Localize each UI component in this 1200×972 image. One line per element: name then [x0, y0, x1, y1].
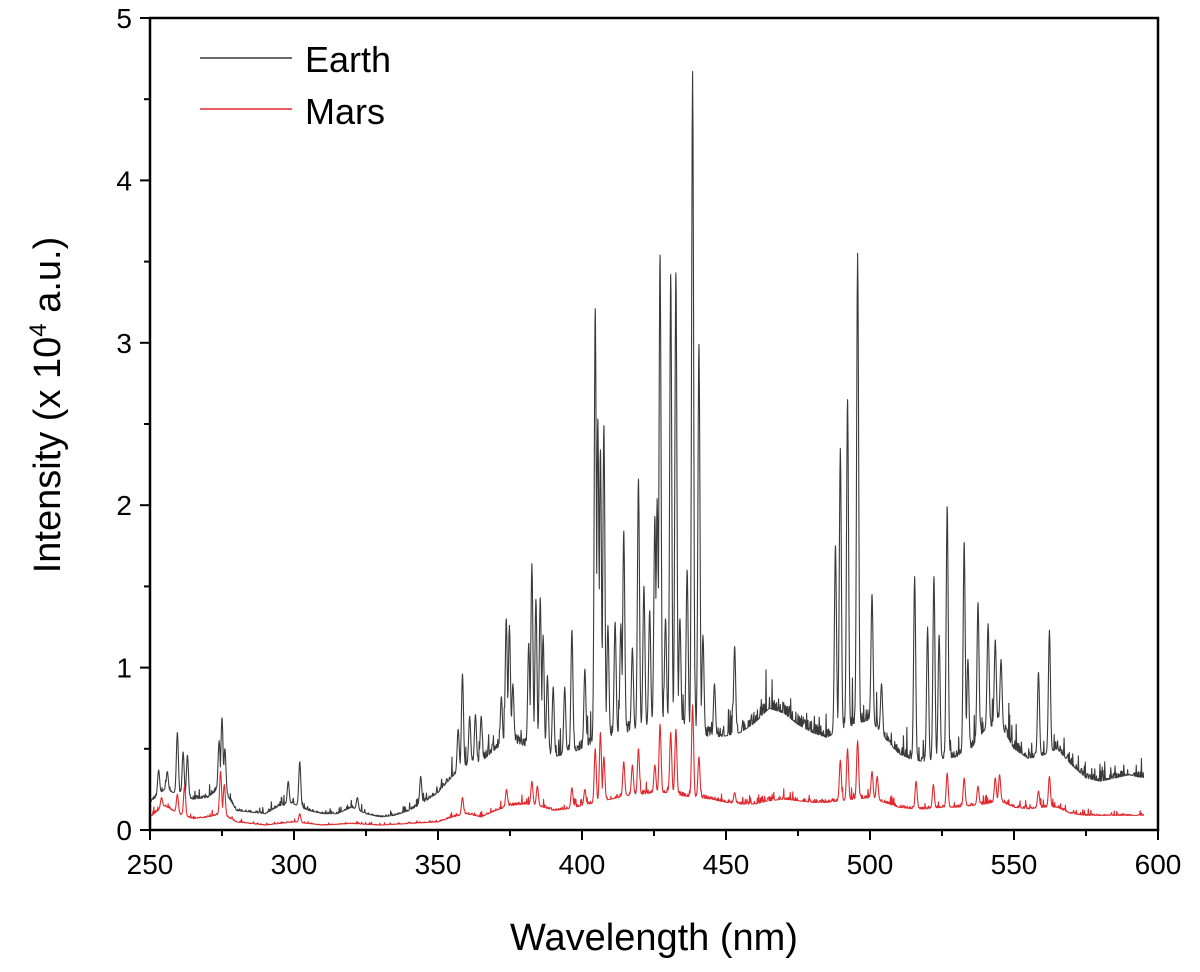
- plot-frame: [148, 16, 1160, 832]
- y-axis-label-exponent: 4: [25, 323, 52, 336]
- x-tick-label: 550: [991, 849, 1038, 880]
- x-tick-label: 450: [703, 849, 750, 880]
- y-tick-label: 1: [116, 653, 132, 684]
- y-axis-label-prefix: Intensity (x 10: [27, 337, 69, 574]
- y-tick-label: 3: [116, 328, 132, 359]
- y-tick-label: 0: [116, 815, 132, 846]
- x-tick-label: 250: [127, 849, 174, 880]
- legend: Earth Mars: [200, 39, 391, 132]
- x-tick-label: 500: [847, 849, 894, 880]
- x-tick-label: 350: [415, 849, 462, 880]
- y-tick-label: 5: [116, 3, 132, 34]
- series-line-mars: [149, 704, 1145, 826]
- x-tick-label: 300: [271, 849, 318, 880]
- ticks-layer: 250 300 350 400 450 500 550 600 0 1 2 3 4 5: [116, 3, 1181, 880]
- y-axis-label: Intensity (x 104 a.u.): [25, 237, 69, 574]
- legend-label-mars: Mars: [305, 91, 385, 132]
- x-tick-label: 400: [559, 849, 606, 880]
- series-layer: [149, 71, 1145, 826]
- x-axis-label: Wavelength (nm): [510, 917, 798, 959]
- legend-label-earth: Earth: [305, 39, 391, 80]
- y-tick-label: 4: [116, 165, 132, 196]
- x-tick-label: 600: [1135, 849, 1182, 880]
- y-tick-label: 2: [116, 490, 132, 521]
- y-axis-label-suffix: a.u.): [27, 237, 69, 324]
- series-line-earth: [149, 71, 1145, 818]
